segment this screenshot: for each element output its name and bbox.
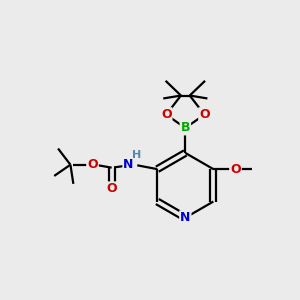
Text: N: N [180,211,190,224]
Text: B: B [181,122,190,134]
Text: H: H [132,150,141,160]
Text: O: O [230,163,241,176]
Text: O: O [199,108,210,121]
Text: O: O [161,108,172,121]
Text: O: O [87,158,98,171]
Text: O: O [106,182,117,195]
Text: N: N [123,158,134,171]
